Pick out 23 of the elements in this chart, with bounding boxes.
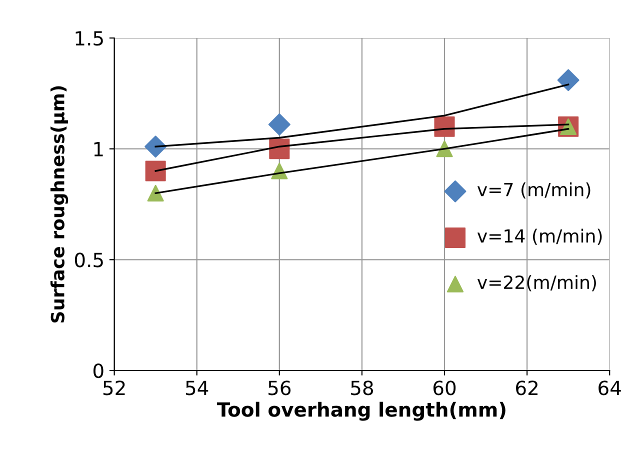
point <box>434 116 455 137</box>
x-tick-label: 58 <box>351 380 373 396</box>
point <box>145 160 166 182</box>
y-tick-label: 1.5 <box>76 31 103 46</box>
point <box>144 136 167 158</box>
x-tick-label: 62 <box>516 380 538 396</box>
y-tick-label: 0 <box>93 363 104 378</box>
legend-label: v=7 (m/min) <box>477 182 590 198</box>
point <box>147 184 164 202</box>
legend-label: v=14 (m/min) <box>477 228 602 245</box>
x-tick-label: 54 <box>186 380 208 396</box>
x-tick-label: 60 <box>433 380 456 396</box>
y-axis-title: Surface roughness(µm) <box>50 86 68 323</box>
point <box>269 138 290 160</box>
point <box>557 69 580 92</box>
x-tick-label: 52 <box>103 380 125 396</box>
x-tick-label: 64 <box>598 380 621 396</box>
x-tick-label: 56 <box>268 380 291 396</box>
legend-label: v=22(m/min) <box>477 275 596 292</box>
y-tick-label: 1 <box>94 142 103 156</box>
y-tick-label: 0.5 <box>74 252 103 268</box>
point <box>268 113 290 136</box>
x-axis-title: Tool overhang length(mm) <box>216 402 506 421</box>
